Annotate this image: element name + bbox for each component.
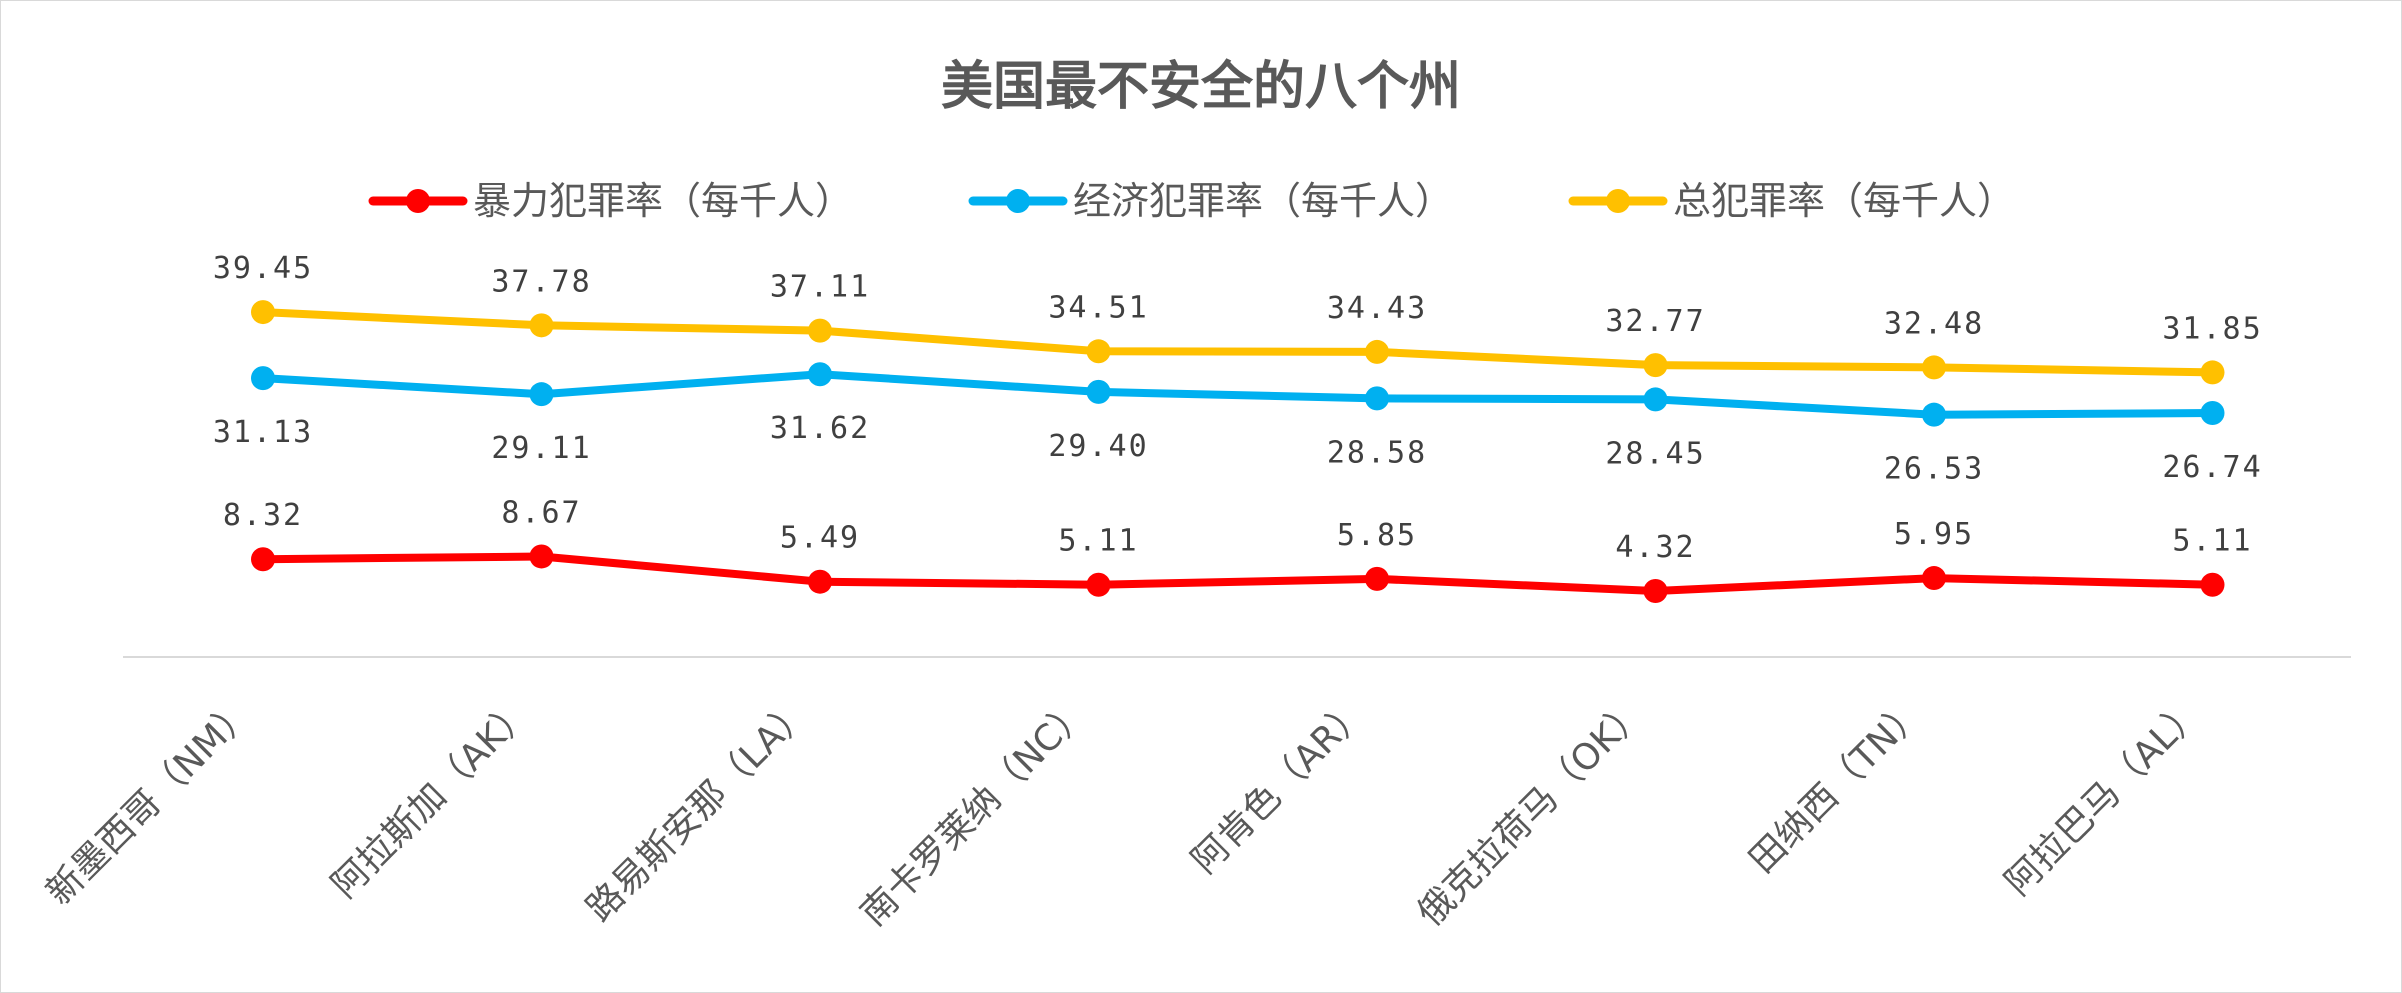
series-1-label-4: 28.58: [1327, 435, 1427, 470]
series-1-label-1: 29.11: [491, 431, 591, 466]
series-0-label-5: 4.32: [1615, 530, 1695, 565]
legend-label-2: 总犯罪率（每千人）: [1673, 179, 2015, 223]
series-2-point-7: [2200, 360, 2225, 385]
series-2-point-2: [808, 318, 832, 343]
series-0-point-3: [1086, 572, 1111, 597]
category-label-0: 新墨西哥（NM）: [39, 690, 262, 913]
series-1-point-2: [808, 362, 832, 387]
series-0-label-1: 8.67: [501, 495, 581, 530]
series-2-label-0: 39.45: [213, 251, 313, 286]
series-1-point-3: [1086, 379, 1111, 404]
series-2-point-0: [251, 300, 275, 325]
series-0-label-4: 5.85: [1337, 518, 1417, 553]
series-1-label-7: 26.74: [2162, 450, 2262, 485]
series-line-1: [259, 370, 2217, 419]
category-labels: 新墨西哥（NM） 阿拉斯加（AK） 路易斯安那（LA） 南卡罗莱纳（NC） 阿肯色（AR…: [39, 690, 2211, 934]
series-1-point-5: [1643, 387, 1668, 412]
category-label-1: 阿拉斯加（AK）: [324, 690, 540, 906]
legend: 暴力犯罪率（每千人） 经济犯罪率（每千人） 总犯罪率（每千人）: [368, 179, 2015, 223]
series-0-label-2: 5.49: [780, 521, 860, 556]
category-label-6: 田纳西（TN）: [1742, 690, 1933, 881]
series-0-point-2: [808, 569, 832, 594]
series-line-2: [259, 308, 2217, 377]
category-label-2: 路易斯安那（LA）: [579, 690, 818, 929]
category-label-3: 南卡罗莱纳（NC）: [853, 690, 1097, 934]
series-2-label-7: 31.85: [2162, 311, 2262, 346]
series-0-point-5: [1643, 578, 1668, 603]
legend-label-1: 经济犯罪率（每千人）: [1073, 179, 1453, 223]
series-0-point-7: [2200, 572, 2225, 597]
series-0-point-1: [529, 544, 554, 569]
category-label-5: 俄克拉荷马（OK）: [1410, 690, 1654, 934]
series-1-point-1: [529, 382, 554, 407]
series-2-label-6: 32.48: [1884, 306, 1984, 341]
series-1-label-0: 31.13: [213, 415, 313, 450]
legend-marker-2: [1606, 189, 1630, 213]
series-1-point-4: [1365, 386, 1389, 411]
series-0-point-0: [251, 547, 275, 572]
legend-marker-0: [406, 189, 430, 213]
series-lines: [251, 300, 2225, 603]
series-0-label-0: 8.32: [223, 498, 303, 533]
series-2-point-4: [1365, 339, 1389, 364]
series-2-label-2: 37.11: [770, 270, 870, 305]
series-0-label-7: 5.11: [2172, 524, 2252, 559]
series-2-label-3: 34.51: [1048, 290, 1148, 325]
series-2-point-1: [529, 313, 554, 338]
legend-marker-1: [1006, 189, 1030, 213]
series-1-label-5: 28.45: [1605, 436, 1705, 471]
series-line-0: [259, 552, 2217, 595]
series-0-label-6: 5.95: [1894, 517, 1974, 552]
chart-title: 美国最不安全的八个州: [941, 57, 1461, 117]
series-0-point-6: [1922, 566, 1946, 591]
series-1-label-3: 29.40: [1048, 429, 1148, 464]
series-0-point-4: [1365, 566, 1389, 591]
series-2-point-5: [1643, 353, 1668, 378]
series-2-point-6: [1922, 355, 1946, 380]
data-labels: 8.32 8.67 5.49 5.11 5.85 4.32 5.95 5.11 31.13 29.…: [213, 251, 2262, 565]
series-2-label-5: 32.77: [1605, 304, 1705, 339]
series-1-point-0: [251, 366, 275, 391]
series-2-label-1: 37.78: [491, 264, 591, 299]
series-1-point-6: [1922, 402, 1946, 427]
series-0-label-3: 5.11: [1058, 524, 1138, 559]
series-1-label-6: 26.53: [1884, 452, 1984, 487]
series-1-label-2: 31.62: [770, 411, 870, 446]
category-label-4: 阿肯色（AR）: [1184, 690, 1375, 881]
series-2-label-4: 34.43: [1327, 291, 1427, 326]
category-label-7: 阿拉巴马（AL）: [1998, 690, 2211, 903]
series-2-point-3: [1086, 339, 1111, 364]
series-1-point-7: [2200, 400, 2225, 425]
legend-label-0: 暴力犯罪率（每千人）: [473, 179, 853, 223]
